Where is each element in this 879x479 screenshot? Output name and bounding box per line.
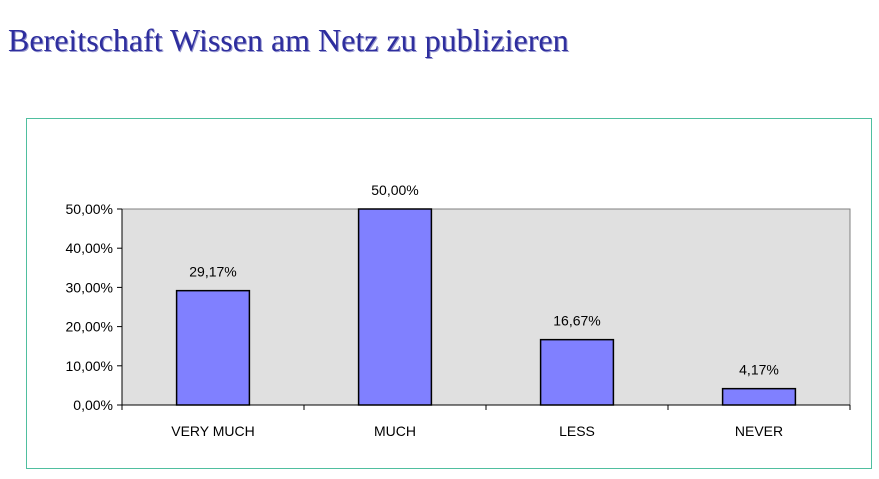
bar-much — [357, 208, 433, 406]
y-axis: 0,00% 10,00% 20,00% 30,00% 40,00% 50,00% — [66, 201, 123, 413]
x-category-label: LESS — [559, 423, 595, 439]
chart-frame: 0,00% 10,00% 20,00% 30,00% 40,00% 50,00% VERY… — [26, 118, 872, 469]
data-label: 16,67% — [553, 313, 600, 329]
x-category-label: VERY MUCH — [171, 423, 255, 439]
y-tick-label: 50,00% — [66, 201, 113, 217]
data-label: 4,17% — [739, 362, 779, 378]
y-tick-label: 10,00% — [66, 358, 113, 374]
bar-chart: 0,00% 10,00% 20,00% 30,00% 40,00% 50,00% VERY… — [66, 182, 851, 439]
y-tick-label: 30,00% — [66, 279, 113, 295]
x-axis: VERY MUCH MUCH LESS NEVER — [121, 404, 851, 439]
data-label: 29,17% — [189, 264, 236, 280]
bar-very-much — [175, 289, 251, 406]
bar-less — [539, 338, 615, 406]
data-labels: 29,17% 50,00% 16,67% 4,17% — [189, 182, 779, 378]
y-tick-label: 0,00% — [73, 397, 113, 413]
slide-title: Bereitschaft Wissen am Netz zu publizier… — [8, 22, 569, 58]
y-tick-label: 40,00% — [66, 240, 113, 256]
y-tick-label: 20,00% — [66, 319, 113, 335]
bar-never — [721, 387, 797, 406]
data-label: 50,00% — [371, 182, 418, 198]
x-category-label: NEVER — [735, 423, 783, 439]
x-category-label: MUCH — [374, 423, 416, 439]
bars — [175, 208, 797, 406]
